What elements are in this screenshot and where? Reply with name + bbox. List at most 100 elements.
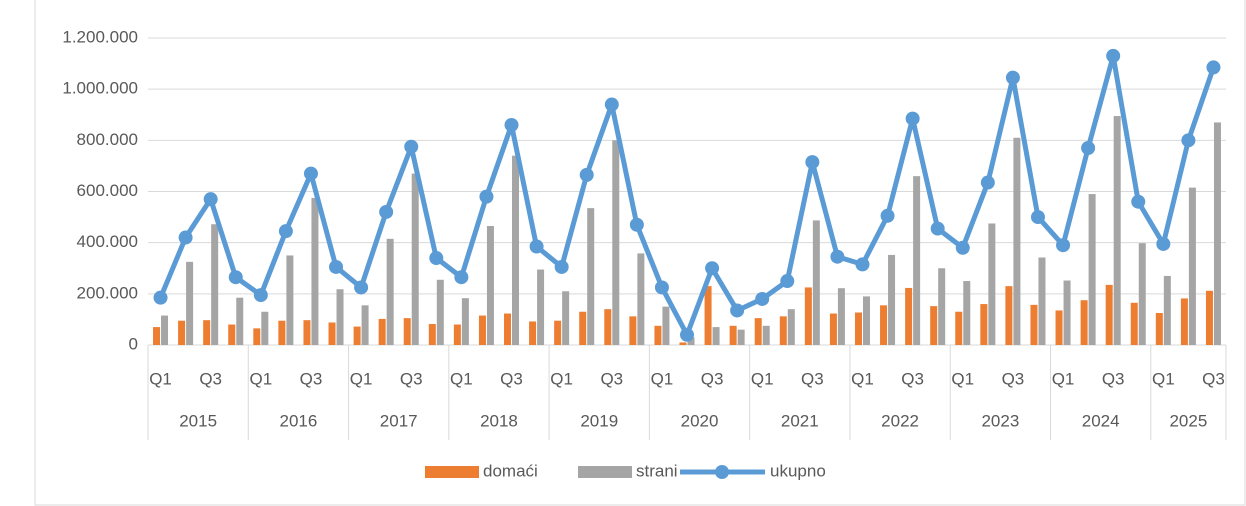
bar	[211, 224, 219, 345]
bar	[253, 328, 261, 345]
x-tick-label: Q1	[1052, 369, 1075, 388]
bar	[587, 208, 595, 345]
bar	[311, 197, 319, 345]
marker	[680, 327, 694, 342]
marker	[479, 189, 494, 204]
y-tick-label: 1.000.000	[62, 79, 138, 98]
bar	[963, 281, 971, 345]
x-group-label: 2020	[681, 411, 719, 430]
legend-swatch	[425, 466, 479, 478]
x-tick-label: Q1	[249, 369, 272, 388]
bar	[236, 297, 244, 345]
x-tick-label: Q1	[851, 369, 874, 388]
x-tick-label: Q1	[1152, 369, 1175, 388]
x-tick-label: Q3	[300, 369, 323, 388]
bar	[837, 288, 845, 345]
y-tick-label: 200.000	[77, 283, 138, 302]
bar	[938, 268, 946, 345]
marker	[905, 111, 920, 126]
bar	[604, 309, 612, 345]
bar	[913, 176, 921, 345]
x-tick-label: Q1	[550, 369, 573, 388]
bar	[203, 320, 211, 345]
marker	[855, 257, 870, 272]
bar	[1030, 304, 1038, 345]
marker	[278, 224, 293, 239]
bar	[1013, 137, 1021, 345]
bar	[804, 287, 812, 345]
marker	[1206, 60, 1221, 75]
marker	[203, 192, 218, 207]
marker	[980, 175, 995, 190]
legend-label: strani	[636, 461, 678, 480]
x-tick-label: Q3	[901, 369, 924, 388]
bar	[328, 322, 336, 345]
bar	[988, 223, 996, 345]
bar	[361, 305, 369, 345]
bar	[228, 324, 236, 345]
bar	[812, 220, 820, 345]
y-tick-label: 1.200.000	[62, 27, 138, 46]
bar	[336, 289, 344, 345]
bar	[1138, 243, 1146, 345]
bar	[403, 318, 411, 345]
bar	[1105, 284, 1113, 345]
marker	[1081, 141, 1096, 156]
bar	[679, 342, 687, 345]
x-tick-label: Q1	[951, 369, 974, 388]
bar	[1080, 300, 1088, 345]
bar	[1188, 187, 1196, 345]
marker	[554, 259, 569, 274]
marker	[880, 208, 895, 223]
x-group-label: 2019	[580, 411, 618, 430]
marker	[228, 270, 243, 285]
bar	[278, 320, 286, 345]
bar	[428, 324, 436, 345]
bar	[612, 140, 620, 345]
bar	[662, 306, 670, 345]
bar	[862, 296, 870, 345]
marker	[755, 291, 770, 306]
bar	[629, 316, 637, 345]
bar	[930, 306, 938, 345]
marker	[429, 251, 444, 266]
bar	[186, 261, 194, 345]
bar	[1180, 298, 1188, 345]
bar	[504, 313, 512, 345]
x-tick-label: Q3	[701, 369, 724, 388]
marker	[1181, 133, 1196, 148]
bar	[637, 253, 645, 345]
x-tick-label: Q3	[801, 369, 824, 388]
y-tick-label: 0	[129, 334, 138, 353]
x-tick-label: Q3	[1102, 369, 1125, 388]
bar	[687, 337, 695, 345]
bar	[1213, 122, 1221, 345]
bar	[762, 325, 770, 345]
marker	[379, 204, 394, 219]
bar	[754, 318, 762, 345]
bar	[1163, 275, 1171, 345]
bar	[712, 327, 720, 345]
bar	[554, 320, 562, 345]
marker	[504, 117, 519, 132]
bar	[436, 279, 444, 345]
marker	[178, 230, 193, 245]
x-tick-label: Q1	[751, 369, 774, 388]
x-tick-label: Q1	[450, 369, 473, 388]
bar	[537, 269, 545, 345]
y-tick-label: 400.000	[77, 232, 138, 251]
x-tick-label: Q3	[500, 369, 523, 388]
x-group-label: 2022	[881, 411, 919, 430]
bar	[478, 315, 486, 345]
bar	[1155, 313, 1163, 345]
bar	[1088, 194, 1096, 345]
bar	[353, 326, 361, 345]
bar	[411, 173, 419, 345]
bar	[955, 311, 963, 345]
bar	[486, 226, 494, 345]
bar	[386, 238, 394, 345]
bar	[303, 320, 311, 345]
x-group-label: 2024	[1082, 411, 1120, 430]
legend-marker	[715, 465, 729, 479]
bar	[461, 298, 469, 345]
